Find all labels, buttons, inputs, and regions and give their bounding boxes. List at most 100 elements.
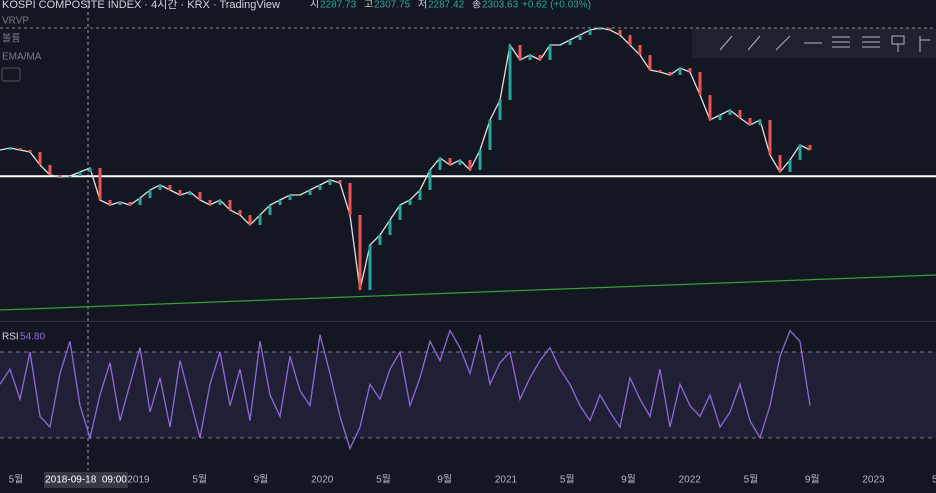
time-tick-label: 2019 [127, 475, 150, 486]
candle [638, 45, 642, 55]
time-tick-label: 5월 [744, 474, 759, 486]
time-tick-label: 2021 [495, 475, 518, 486]
candle [278, 200, 282, 205]
candle [48, 165, 52, 175]
candle [218, 200, 222, 205]
candle [318, 185, 322, 190]
candle [198, 192, 202, 200]
ohlc-value: 2307.75 [374, 0, 411, 11]
candle [768, 120, 772, 155]
candle [618, 30, 622, 35]
candle [408, 200, 412, 205]
tool-line[interactable] [775, 35, 791, 51]
candle [668, 72, 672, 75]
candle [778, 155, 782, 172]
candle [168, 185, 172, 190]
crosshair-label: 2018-09-18 09:00 [45, 475, 127, 486]
candle [588, 30, 592, 35]
candle [258, 215, 262, 225]
tool-fib[interactable] [862, 36, 880, 48]
candle [178, 190, 182, 195]
time-tick-label: 9월 [437, 474, 452, 486]
time-tick-label: 9월 [805, 474, 820, 486]
candle [808, 145, 812, 150]
indicator-label: 볼륨 [2, 33, 20, 45]
time-tick-label: 5월 [9, 474, 24, 486]
tool-ray[interactable] [747, 35, 761, 51]
time-tick-label: 5월 [376, 474, 391, 486]
candle [138, 198, 142, 205]
candle [688, 68, 692, 72]
crosshair-label-bg [44, 472, 128, 488]
candle [388, 220, 392, 235]
price-line [0, 27, 811, 291]
candle [708, 95, 712, 120]
candle [798, 145, 802, 160]
candle [788, 160, 792, 172]
candle [78, 172, 82, 176]
candle [748, 118, 752, 125]
candle [478, 150, 482, 170]
candle [428, 170, 432, 190]
tool-flag[interactable] [919, 36, 930, 52]
candle [328, 180, 332, 185]
candle [238, 210, 242, 215]
candle [68, 176, 72, 177]
rsi-value: 54.80 [20, 332, 45, 343]
indicator-label: EMA/MA [2, 52, 42, 63]
collapse-button[interactable] [1, 67, 21, 82]
candle [188, 192, 192, 195]
time-tick-label: 9월 [254, 474, 269, 486]
candle [468, 160, 472, 170]
candle [298, 195, 302, 196]
ohlc-label: 시 [310, 0, 319, 11]
candle [698, 72, 702, 95]
time-tick-label: 2022 [679, 475, 702, 486]
candle [148, 190, 152, 198]
candle [248, 215, 252, 225]
candle [578, 35, 582, 40]
candle [448, 158, 452, 165]
candle [728, 110, 732, 115]
candle [128, 202, 132, 205]
candle [518, 45, 522, 60]
rsi-label: RSI [2, 332, 19, 343]
candle [158, 185, 162, 190]
candle [538, 55, 542, 60]
candle [648, 55, 652, 70]
toolbar [692, 28, 936, 58]
time-tick-label: 5월 [560, 474, 575, 486]
rsi-band [0, 352, 936, 438]
symbol-title: KOSPI COMPOSITE INDEX · 4시간 · KRX · Trad… [2, 0, 280, 11]
time-axis-bg [0, 470, 936, 488]
candle [338, 180, 342, 183]
candle [568, 40, 572, 45]
tool-note[interactable] [891, 35, 905, 52]
candle [268, 205, 272, 215]
change: +0.62 (+0.03%) [522, 0, 591, 11]
candle [228, 200, 232, 210]
candle [438, 158, 442, 170]
candle [458, 160, 462, 165]
trend-line [0, 274, 936, 311]
candle [678, 68, 682, 75]
ohlc-label: 저 [418, 0, 427, 11]
ohlc-value: 2303.63 [482, 0, 519, 11]
candle [378, 235, 382, 245]
pane-divider [0, 321, 936, 322]
candle [208, 200, 212, 205]
tool-channel[interactable] [832, 36, 850, 48]
candle [348, 183, 352, 215]
candle [18, 148, 22, 150]
ohlc-label: 고 [364, 0, 373, 11]
candle [418, 190, 422, 200]
candle [548, 45, 552, 60]
time-tick-label: 5월 [192, 474, 207, 486]
tool-trend[interactable] [719, 35, 733, 51]
candle [498, 100, 502, 120]
candle [118, 202, 122, 205]
candle [108, 200, 112, 205]
candle [558, 45, 562, 46]
candle [628, 35, 632, 45]
